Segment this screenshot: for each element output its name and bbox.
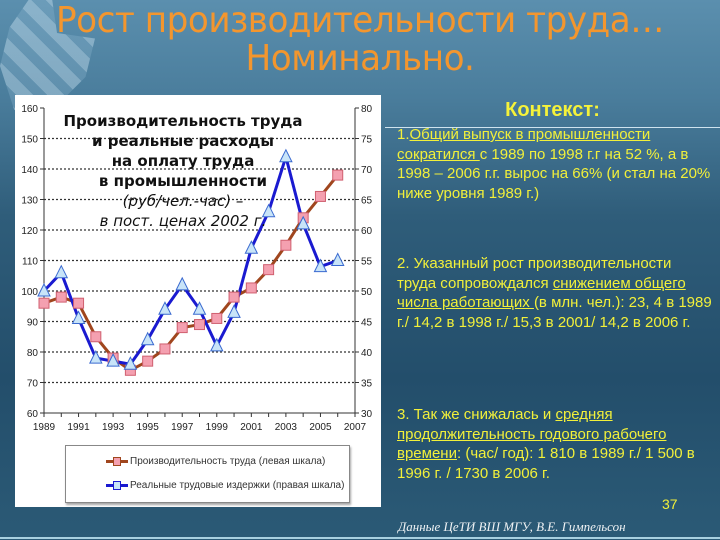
chart-caption: Производительность труда и реальные расх… bbox=[53, 111, 313, 231]
svg-text:1991: 1991 bbox=[67, 422, 90, 433]
svg-text:150: 150 bbox=[21, 135, 38, 146]
svg-text:160: 160 bbox=[21, 104, 38, 115]
svg-text:60: 60 bbox=[361, 226, 373, 237]
line-chart: 60 30 70 35 80 40 90 45 100 50 110 55 120 60 130 65 140 7… bbox=[21, 104, 373, 433]
item-text: (в млн. чел.): 23, 4 в 1989 г./ 14,2 в 1… bbox=[397, 294, 712, 331]
item-number: 1. bbox=[397, 126, 410, 143]
caption-line: в промышленности bbox=[98, 172, 268, 190]
svg-text:1999: 1999 bbox=[206, 422, 229, 433]
svg-text:45: 45 bbox=[361, 318, 373, 329]
svg-text:2005: 2005 bbox=[309, 422, 332, 433]
svg-text:2003: 2003 bbox=[275, 422, 298, 433]
context-heading: Контекст: bbox=[505, 99, 600, 121]
caption-line: в пост. ценах 2002 г. bbox=[99, 212, 267, 230]
underlined-text: средняя продолжительность годового рабоч… bbox=[397, 406, 667, 462]
legend-square-marker-icon bbox=[106, 457, 128, 466]
svg-text:2001: 2001 bbox=[240, 422, 263, 433]
svg-text:110: 110 bbox=[22, 257, 38, 268]
svg-text:120: 120 bbox=[21, 226, 38, 237]
legend-item-productivity: Производительность труда (левая шкала) bbox=[106, 456, 325, 467]
svg-text:30: 30 bbox=[361, 409, 373, 420]
caption-line: Производительность труда bbox=[63, 112, 303, 130]
legend-triangle-marker-icon bbox=[106, 481, 128, 490]
context-item-1: 1.Общий выпуск в промышленности сократил… bbox=[397, 125, 712, 203]
item-text: с 1989 по 1998 г.г на 52 %, а в 1998 – 2… bbox=[397, 145, 711, 202]
svg-text:35: 35 bbox=[361, 379, 373, 390]
svg-text:130: 130 bbox=[21, 196, 38, 207]
svg-text:75: 75 bbox=[361, 135, 373, 146]
svg-text:80: 80 bbox=[361, 104, 373, 115]
legend-label: Производительность труда (левая шкала) bbox=[130, 456, 326, 467]
caption-line: (руб/чел.-час) – bbox=[122, 192, 244, 210]
svg-text:1995: 1995 bbox=[137, 422, 160, 433]
svg-text:60: 60 bbox=[27, 409, 39, 420]
context-item-3: 3. Так же снижалась и средняя продолжите… bbox=[397, 405, 712, 483]
item-text: : (час/ год): 1 810 в 1989 г./ 1 500 в 1… bbox=[397, 445, 695, 482]
svg-text:40: 40 bbox=[361, 348, 373, 359]
svg-text:70: 70 bbox=[361, 165, 373, 176]
underlined-text: Общий выпуск в промышленности сократился bbox=[397, 126, 651, 163]
divider bbox=[385, 127, 720, 128]
source-note: Данные ЦеТИ ВШ МГУ, В.Е. Гимпельсон bbox=[398, 519, 626, 534]
svg-text:50: 50 bbox=[361, 287, 373, 298]
svg-text:1997: 1997 bbox=[171, 422, 194, 433]
title-line-1: Рост производительности труда… bbox=[55, 0, 664, 41]
svg-text:90: 90 bbox=[27, 318, 39, 329]
context-item-2: 2. Указанный рост производительности тру… bbox=[397, 254, 712, 332]
title-line-2: Номинально. bbox=[245, 38, 475, 79]
underlined-text: снижением общего числа работающих bbox=[397, 274, 686, 312]
svg-text:55: 55 bbox=[361, 257, 373, 268]
caption-line: и реальные расходы bbox=[92, 132, 274, 150]
slide-title: Рост производительности труда… Номинальн… bbox=[18, 0, 702, 78]
svg-text:100: 100 bbox=[21, 287, 38, 298]
caption-line: на оплату труда bbox=[111, 152, 255, 170]
svg-text:1989: 1989 bbox=[33, 422, 56, 433]
legend-label: Реальные трудовые издержки (правая шкала… bbox=[130, 480, 345, 491]
svg-text:2007: 2007 bbox=[344, 422, 367, 433]
page-number: 37 bbox=[662, 496, 678, 512]
svg-text:65: 65 bbox=[361, 196, 373, 207]
divider bbox=[0, 537, 720, 539]
chart-panel: 60 30 70 35 80 40 90 45 100 50 110 55 120 60 130 65 140 7… bbox=[15, 95, 381, 507]
legend-item-labor-costs: Реальные трудовые издержки (правая шкала… bbox=[106, 480, 344, 491]
svg-text:80: 80 bbox=[27, 348, 39, 359]
chart-legend: Производительность труда (левая шкала) Р… bbox=[65, 445, 350, 503]
svg-text:1993: 1993 bbox=[102, 422, 125, 433]
item-text: 2. Указанный рост производительности тру… bbox=[397, 255, 672, 292]
svg-text:70: 70 bbox=[27, 379, 39, 390]
svg-text:140: 140 bbox=[21, 165, 38, 176]
item-text: 3. Так же снижалась и bbox=[397, 406, 556, 423]
